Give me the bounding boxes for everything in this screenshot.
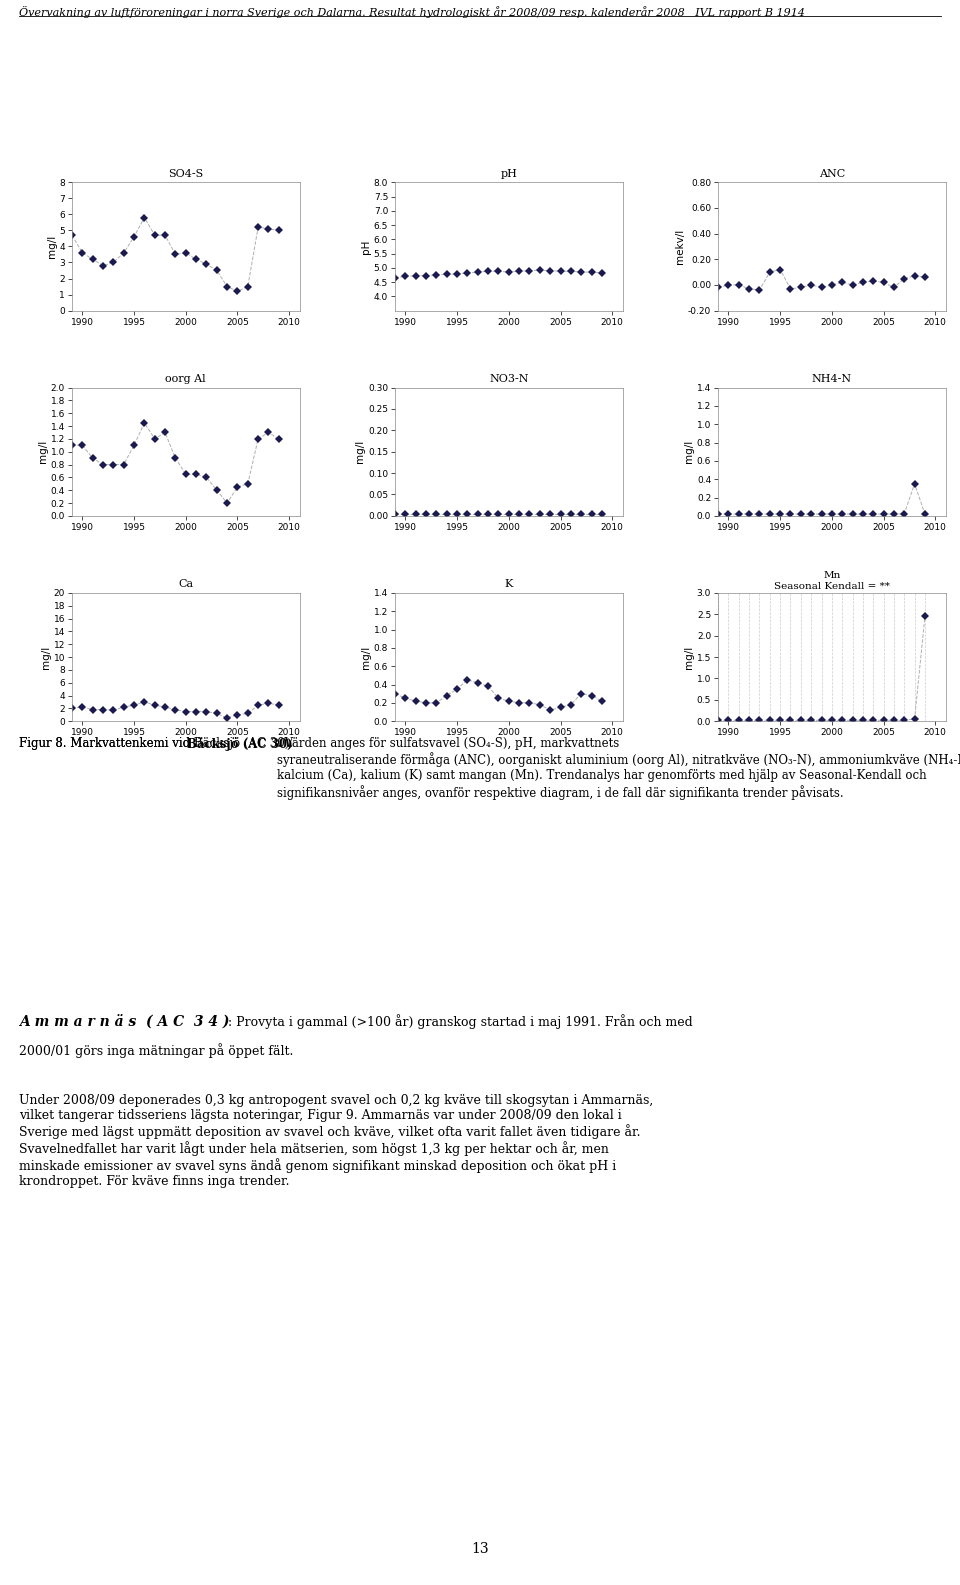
- Y-axis label: mg/l: mg/l: [46, 235, 57, 258]
- Y-axis label: mg/l: mg/l: [355, 441, 365, 463]
- Title: ANC: ANC: [819, 168, 845, 179]
- Y-axis label: pH: pH: [361, 239, 371, 254]
- Title: Mn
Seasonal Kendall = **: Mn Seasonal Kendall = **: [774, 571, 890, 591]
- Y-axis label: mg/l: mg/l: [37, 441, 48, 463]
- Text: Övervakning av luftföroreningar i norra Sverige och Dalarna. Resultat hydrologis: Övervakning av luftföroreningar i norra …: [19, 5, 805, 17]
- Text: Figur 8. Markvattenkemi vid: Figur 8. Markvattenkemi vid: [19, 737, 194, 750]
- Text: : Provyta i gammal (>100 år) granskog startad i maj 1991. Från och med: : Provyta i gammal (>100 år) granskog st…: [228, 1014, 693, 1029]
- Title: SO4-S: SO4-S: [168, 168, 204, 179]
- Text: Under 2008/09 deponerades 0,3 kg antropogent svavel och 0,2 kg kväve till skogsy: Under 2008/09 deponerades 0,3 kg antropo…: [19, 1094, 654, 1189]
- Text: 2000/01 görs inga mätningar på öppet fält.: 2000/01 görs inga mätningar på öppet fäl…: [19, 1043, 294, 1057]
- Y-axis label: mg/l: mg/l: [40, 645, 51, 669]
- Title: pH: pH: [500, 168, 517, 179]
- Y-axis label: mekv/l: mekv/l: [675, 228, 685, 265]
- Title: K: K: [505, 579, 513, 590]
- Title: NO3-N: NO3-N: [489, 374, 529, 384]
- Y-axis label: mg/l: mg/l: [361, 645, 371, 669]
- Y-axis label: mg/l: mg/l: [684, 645, 694, 669]
- Y-axis label: mg/l: mg/l: [684, 441, 694, 463]
- Text: Figur 8. Markvattenkemi vid ​Bäcksjö (AC 30).: Figur 8. Markvattenkemi vid ​Bäcksjö (AC…: [19, 737, 294, 750]
- Title: NH4-N: NH4-N: [812, 374, 852, 384]
- Title: Ca: Ca: [179, 579, 193, 590]
- Text: A m m a r n ä s  ( A C  3 4 ): A m m a r n ä s ( A C 3 4 ): [19, 1014, 229, 1029]
- Text: 13: 13: [471, 1542, 489, 1556]
- Text: Bäcksjö (AC 30): Bäcksjö (AC 30): [187, 737, 293, 751]
- Text: . Värden anges för sulfatsvavel (SO₄-S), pH, markvattnets
syraneutraliserande fö: . Värden anges för sulfatsvavel (SO₄-S),…: [277, 737, 960, 799]
- Title: oorg Al: oorg Al: [165, 374, 206, 384]
